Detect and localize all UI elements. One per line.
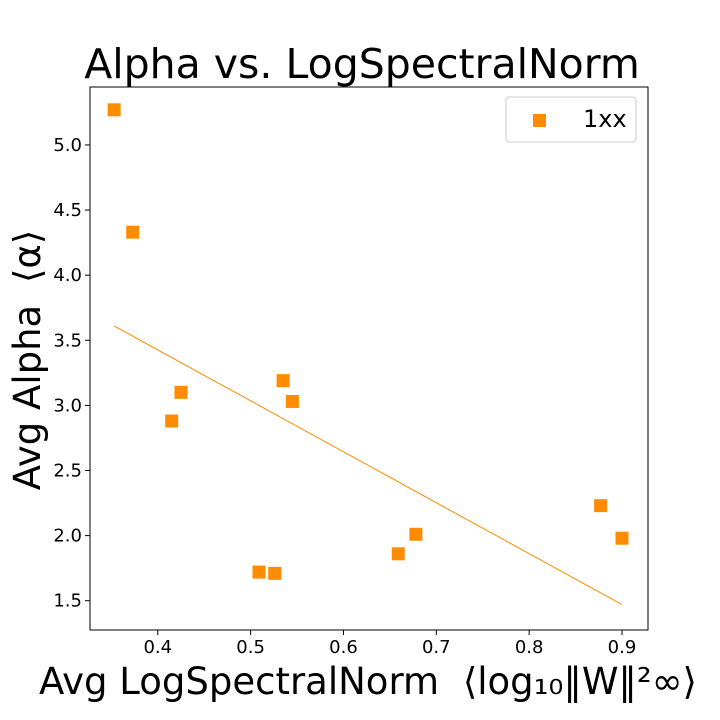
data-point [594, 499, 608, 513]
legend-box [505, 96, 637, 143]
x-tick-label: 0.4 [143, 637, 172, 658]
regression-line [113, 325, 623, 606]
y-tick-label: 5.0 [53, 135, 82, 156]
x-axis-label-text: Avg LogSpectralNorm [39, 660, 439, 703]
y-tick-label: 3.0 [53, 395, 82, 416]
data-point [268, 566, 282, 580]
y-tick-label: 2.5 [53, 460, 82, 481]
data-point [615, 531, 629, 545]
chart-title: Alpha vs. LogSpectralNorm [84, 40, 640, 88]
fit-line [113, 325, 623, 606]
data-point [391, 547, 405, 561]
x-tick-label: 0.5 [236, 637, 265, 658]
x-tick-label: 0.6 [329, 637, 358, 658]
y-axis-ticks: 1.5 2.0 2.5 3.0 3.5 4.0 4.5 5.0 [53, 135, 90, 612]
x-axis-label: Avg LogSpectralNorm ⟨log₁₀‖W‖²∞⟩ [39, 660, 697, 703]
data-point [107, 103, 121, 117]
y-tick-label: 3.5 [53, 330, 82, 351]
data-point [165, 414, 179, 428]
legend: 1xx [505, 96, 637, 143]
y-axis-label-text: Avg Alpha [6, 305, 49, 491]
x-tick-label: 0.8 [515, 637, 544, 658]
x-tick-label: 0.7 [422, 637, 451, 658]
y-tick-label: 4.5 [53, 200, 82, 221]
legend-marker [533, 114, 546, 127]
data-point [409, 527, 423, 541]
data-point [174, 385, 188, 399]
data-point [276, 374, 290, 388]
plot-frame [89, 86, 649, 631]
legend-label: 1xx [583, 105, 627, 133]
plot-area: 0.4 0.5 0.6 0.7 0.8 0.9 1.5 2.0 2.5 3.0 3.5 4.0 4.5… [53, 86, 649, 658]
data-points [107, 103, 629, 580]
y-tick-label: 2.0 [53, 526, 82, 547]
y-axis-label: Avg Alpha ⟨α⟩ [6, 230, 49, 491]
x-tick-label: 0.9 [608, 637, 637, 658]
data-point [285, 394, 299, 408]
data-point [252, 565, 266, 579]
y-axis-label-math: ⟨α⟩ [6, 230, 49, 283]
x-axis-ticks: 0.4 0.5 0.6 0.7 0.8 0.9 [143, 630, 636, 658]
y-tick-label: 4.0 [53, 265, 82, 286]
y-tick-label: 1.5 [53, 591, 82, 612]
data-point [126, 225, 140, 239]
x-axis-label-math: ⟨log₁₀‖W‖²∞⟩ [463, 660, 697, 703]
